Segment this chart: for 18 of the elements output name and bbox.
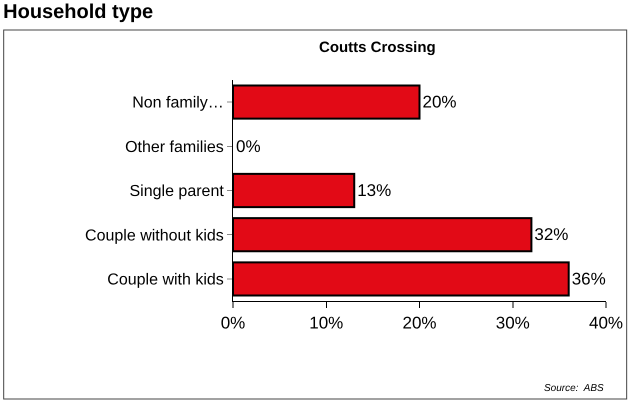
- y-tick-label: Other families: [125, 138, 224, 156]
- y-tick-label: Non family…: [132, 94, 224, 112]
- chart-title: Household type: [3, 1, 154, 24]
- x-tick-label: 40%: [588, 313, 624, 332]
- y-tick-label: Single parent: [130, 183, 224, 200]
- y-tick-label: Couple without kids: [85, 227, 224, 244]
- chart-subtitle: Coutts Crossing: [319, 39, 436, 56]
- data-label: 20%: [422, 92, 457, 112]
- x-tick-label: 20%: [402, 313, 437, 332]
- data-label: 32%: [534, 225, 568, 244]
- x-tick-label: 0%: [220, 313, 246, 332]
- data-label: 13%: [357, 181, 392, 200]
- data-label: 36%: [572, 269, 606, 288]
- x-tick-label: 30%: [496, 313, 530, 332]
- x-tick-label: 10%: [309, 313, 344, 332]
- y-tick-label: Couple with kids: [107, 272, 224, 288]
- data-label: 0%: [236, 136, 261, 156]
- source-note: Source: ABS: [544, 383, 604, 394]
